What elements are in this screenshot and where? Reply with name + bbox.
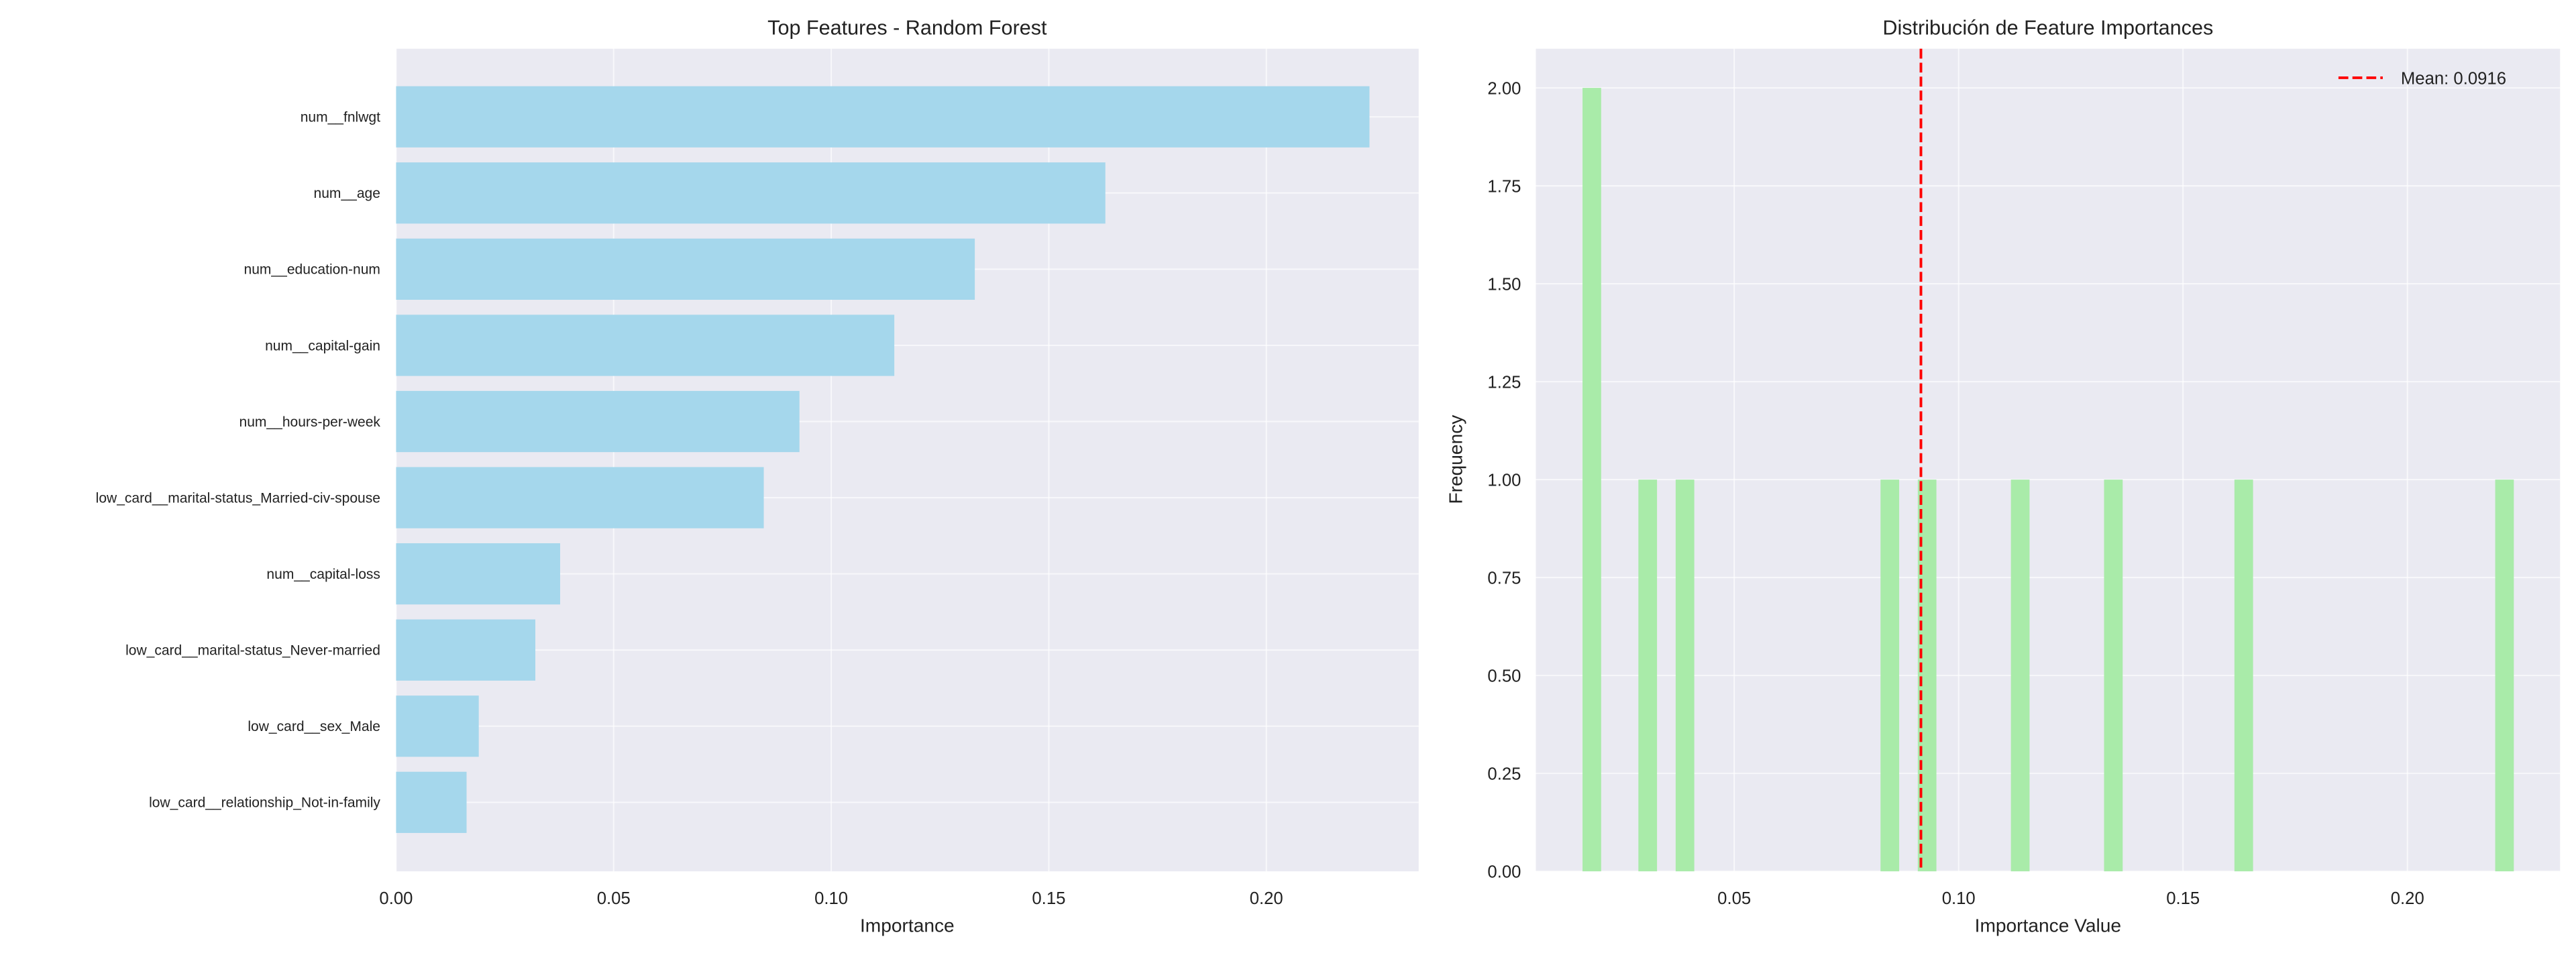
right-y-axis-label: Frequency xyxy=(1445,415,1466,504)
x-tick-label: 0.20 xyxy=(2391,889,2424,908)
y-tick-label: 0.75 xyxy=(1487,569,1521,587)
legend: Mean: 0.0916 xyxy=(2338,69,2506,88)
x-tick-label: 0.15 xyxy=(1032,889,1065,908)
y-tick-label: 1.75 xyxy=(1487,177,1521,196)
bar xyxy=(396,619,536,681)
bar xyxy=(396,162,1106,224)
bar xyxy=(396,86,1370,148)
x-tick-label: 0.20 xyxy=(1250,889,1283,908)
y-tick-label: 0.50 xyxy=(1487,667,1521,685)
feature-label: num__capital-loss xyxy=(266,567,380,582)
right-x-axis-label: Importance Value xyxy=(1975,915,2121,936)
feature-label: num__education-num xyxy=(244,262,380,278)
left-chart: num__fnlwgt num__age num__education-numnum… xyxy=(96,16,1419,936)
histogram-bar xyxy=(2010,480,2030,872)
feature-label: num__age xyxy=(314,186,380,201)
y-tick-label: 1.25 xyxy=(1487,373,1521,392)
feature-label: num__capital-gain xyxy=(265,338,380,353)
y-tick-label: 2.00 xyxy=(1487,79,1521,98)
bar xyxy=(396,467,764,528)
bar xyxy=(396,543,560,605)
left-chart-title: Top Features - Random Forest xyxy=(767,16,1047,39)
right-chart: 0.05 0.10 0.15 0.20 0.00 0.25 0.50 0.75 1.00 1.2… xyxy=(1445,16,2561,936)
x-tick-label: 0.10 xyxy=(814,889,848,908)
feature-label: low_card__marital-status_Never-married xyxy=(125,643,380,659)
bar xyxy=(396,695,479,757)
histogram-bar xyxy=(1880,480,1900,872)
x-tick-label: 0.05 xyxy=(1717,889,1751,908)
bar xyxy=(396,771,467,834)
x-tick-label: 0.10 xyxy=(1942,889,1976,908)
histogram-bar xyxy=(1638,480,1658,872)
y-tick-label: 0.00 xyxy=(1487,863,1521,882)
x-tick-label: 0.00 xyxy=(379,889,413,908)
bar xyxy=(396,315,895,376)
right-chart-title: Distribución de Feature Importances xyxy=(1882,16,2213,39)
feature-label: low_card__relationship_Not-in-family xyxy=(149,795,380,811)
feature-label: low_card__sex_Male xyxy=(248,719,380,734)
y-tick-label: 0.25 xyxy=(1487,765,1521,783)
histogram-bar xyxy=(1675,480,1695,872)
histogram-bar xyxy=(2104,480,2123,872)
histogram-bar xyxy=(2234,480,2253,872)
legend-mean-label: Mean: 0.0916 xyxy=(2401,69,2506,88)
histogram-bar xyxy=(2495,480,2514,872)
feature-label: low_card__marital-status_Married-civ-spo… xyxy=(96,490,380,506)
y-tick-label: 1.00 xyxy=(1487,471,1521,490)
feature-label: num__hours-per-week xyxy=(239,414,381,430)
left-x-axis-label: Importance xyxy=(860,915,955,936)
x-tick-label: 0.05 xyxy=(597,889,631,908)
y-tick-label: 1.50 xyxy=(1487,275,1521,294)
feature-label: num__fnlwgt xyxy=(301,110,380,125)
bar xyxy=(396,238,975,300)
bar xyxy=(396,390,800,453)
histogram-bar xyxy=(1582,88,1601,872)
x-tick-label: 0.15 xyxy=(2166,889,2200,908)
